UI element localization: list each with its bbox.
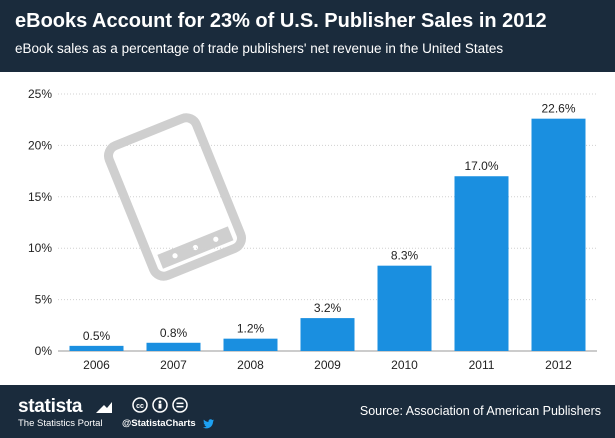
chart-subtitle: eBook sales as a percentage of trade pub… xyxy=(15,41,504,56)
bar-chart: 0% 5% 10% 15% 20% 25% 0.5% 2006 0.8% 2007 1.2% 2008… xyxy=(28,87,597,372)
attribution-icon xyxy=(152,397,168,413)
bar-value-label: 0.8% xyxy=(160,326,188,340)
y-tick-label: 5% xyxy=(35,293,53,307)
x-tick-label: 2012 xyxy=(545,358,572,372)
x-tick-label: 2009 xyxy=(314,358,341,372)
x-tick-label: 2006 xyxy=(83,358,110,372)
x-tick-label: 2010 xyxy=(391,358,418,372)
bar-2007 xyxy=(146,342,201,351)
y-tick-label: 10% xyxy=(28,241,52,255)
statista-tagline: The Statistics Portal xyxy=(18,418,103,429)
no-derivatives-icon xyxy=(172,397,188,413)
y-tick-label: 15% xyxy=(28,190,52,204)
bar-value-label: 8.3% xyxy=(391,249,419,263)
bar-value-label: 22.6% xyxy=(541,102,575,116)
x-tick-label: 2007 xyxy=(160,358,187,372)
creative-commons-icons: cc xyxy=(132,397,188,413)
bar-2008 xyxy=(223,338,278,351)
bar-2012 xyxy=(531,118,586,351)
bar-value-label: 3.2% xyxy=(314,301,342,315)
bar-2009 xyxy=(300,318,355,351)
x-tick-label: 2011 xyxy=(469,358,495,372)
statista-logo[interactable]: statista xyxy=(18,396,83,417)
source-note: Source: Association of American Publishe… xyxy=(359,404,601,418)
y-tick-label: 20% xyxy=(28,138,52,152)
bar-value-label: 1.2% xyxy=(237,322,265,336)
bar-2010 xyxy=(377,265,432,351)
statista-logo-mark-icon xyxy=(96,402,112,413)
footer-banner: statista The Statistics Portal cc @Stati… xyxy=(0,385,615,438)
twitter-bird-icon xyxy=(203,419,214,429)
svg-text:cc: cc xyxy=(136,403,144,410)
x-tick-label: 2008 xyxy=(237,358,264,372)
cc-icon: cc xyxy=(132,397,148,413)
bar-2006 xyxy=(69,345,124,351)
bar-2011 xyxy=(454,176,509,351)
chart-title: eBooks Account for 23% of U.S. Publisher… xyxy=(15,10,547,32)
y-tick-label: 25% xyxy=(28,87,52,101)
y-tick-label: 0% xyxy=(35,344,53,358)
bar-value-label: 0.5% xyxy=(83,329,111,343)
header-banner: eBooks Account for 23% of U.S. Publisher… xyxy=(0,0,615,72)
twitter-handle[interactable]: @StatistaCharts xyxy=(122,418,196,429)
bar-value-label: 17.0% xyxy=(464,159,498,173)
